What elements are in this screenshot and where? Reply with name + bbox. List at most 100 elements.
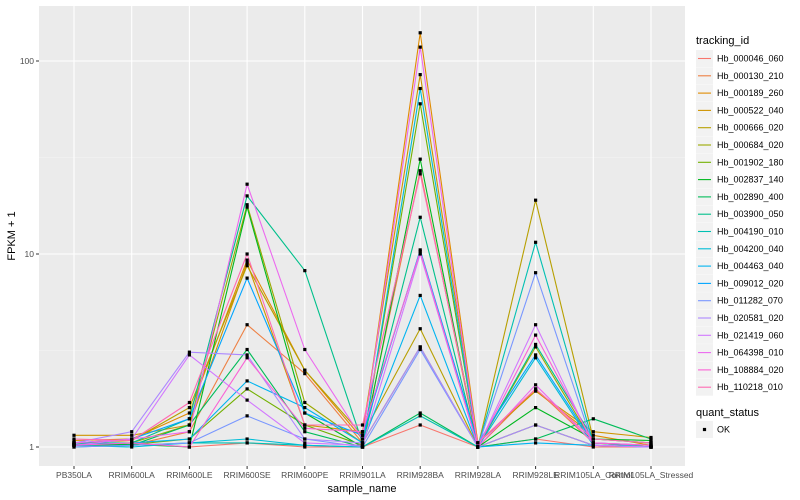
data-point	[534, 406, 538, 410]
data-point	[130, 443, 134, 447]
data-point	[187, 423, 191, 427]
data-point	[418, 73, 422, 77]
legend-label: Hb_004190_010	[717, 227, 784, 237]
legend-label: Hb_000130_210	[717, 71, 784, 81]
data-point	[245, 398, 249, 402]
data-point	[418, 169, 422, 173]
data-point	[534, 240, 538, 244]
data-point	[418, 345, 422, 349]
data-point	[418, 248, 422, 252]
x-tick-label: PB350LA	[56, 470, 92, 480]
data-point	[360, 423, 365, 427]
y-tick-label: 10	[25, 249, 35, 259]
data-point	[187, 441, 191, 445]
data-point	[303, 411, 307, 415]
data-point	[72, 441, 76, 445]
data-point	[303, 269, 307, 273]
data-point	[72, 445, 76, 449]
data-point	[591, 443, 595, 447]
data-point	[187, 445, 191, 449]
legend-label: Hb_020581_020	[717, 313, 784, 323]
data-point	[418, 423, 422, 427]
data-point	[245, 261, 249, 265]
data-point	[245, 379, 249, 383]
x-tick-label: RRIM600PE	[281, 470, 329, 480]
data-point	[72, 433, 76, 437]
data-point	[649, 437, 653, 441]
legend-label: Hb_004200_040	[717, 244, 784, 254]
data-point	[418, 411, 422, 415]
legend-label: Hb_000684_020	[717, 140, 784, 150]
data-point	[534, 323, 538, 327]
y-tick-label: 100	[20, 56, 34, 66]
x-axis-title: sample_name	[327, 483, 396, 495]
shape-legend-label: OK	[717, 425, 730, 435]
data-point	[303, 372, 307, 376]
data-point	[360, 441, 365, 445]
data-point	[418, 327, 422, 331]
legend-label: Hb_009012_020	[717, 278, 784, 288]
data-point	[591, 445, 595, 449]
data-point	[418, 347, 422, 352]
legend-label: Hb_000666_020	[717, 123, 784, 133]
data-point	[534, 383, 538, 387]
data-point	[534, 353, 538, 357]
data-point	[418, 293, 422, 298]
data-point	[534, 271, 538, 275]
data-point	[534, 423, 538, 427]
data-point	[534, 342, 538, 347]
data-point	[303, 445, 307, 449]
data-point	[649, 441, 653, 445]
x-tick-label: RRIM600LA	[109, 470, 156, 480]
data-point	[303, 423, 307, 427]
data-point	[245, 356, 249, 360]
legend: tracking_id Hb_000046_060Hb_000130_210Hb…	[696, 35, 784, 438]
data-point	[360, 437, 365, 441]
y-tick-label: 1	[29, 442, 34, 452]
data-point	[187, 411, 191, 415]
data-point	[130, 441, 134, 445]
data-point	[360, 445, 365, 449]
data-point	[245, 264, 249, 268]
legend-label: Hb_000189_260	[717, 88, 784, 98]
data-point	[303, 443, 307, 447]
data-point	[303, 406, 307, 410]
data-point	[591, 417, 595, 421]
legend-label: Hb_108884_020	[717, 365, 784, 375]
shape-legend-marker	[702, 427, 707, 432]
data-point	[245, 203, 249, 207]
data-point	[245, 194, 249, 198]
x-tick-label: RRIM928BA	[397, 470, 445, 480]
x-tick-label: RRIM901LA	[339, 470, 386, 480]
y-axis-title: FPKM + 1	[6, 211, 18, 260]
legend-label: Hb_001902_180	[717, 157, 784, 167]
data-point	[245, 276, 249, 280]
data-point	[303, 430, 307, 434]
data-point	[245, 252, 249, 256]
data-point	[360, 443, 365, 447]
data-point	[418, 86, 422, 91]
data-point	[534, 198, 538, 202]
data-point	[649, 445, 653, 449]
data-point	[418, 102, 422, 106]
data-point	[303, 400, 307, 405]
axes: 1 10 100 PB350LA RRIM600LA RRIM600LE RRIM600SE…	[20, 56, 694, 480]
data-point	[476, 441, 480, 445]
legend-title: tracking_id	[696, 35, 749, 47]
data-point	[187, 430, 191, 434]
legend-label: Hb_064398_010	[717, 348, 784, 358]
data-point	[418, 172, 422, 176]
data-point	[534, 389, 538, 393]
data-point	[418, 252, 422, 256]
data-point	[245, 323, 249, 327]
x-tick-label: RRIM600LE	[166, 470, 213, 480]
data-point	[187, 437, 191, 441]
legend-label: Hb_004463_040	[717, 261, 784, 271]
data-point	[130, 430, 134, 434]
data-point	[187, 406, 191, 410]
legend-items: Hb_000046_060 Hb_000130_210 Hb_000189_260 H…	[696, 50, 784, 396]
data-point	[476, 445, 480, 449]
data-point	[245, 205, 249, 209]
data-point	[418, 31, 422, 35]
